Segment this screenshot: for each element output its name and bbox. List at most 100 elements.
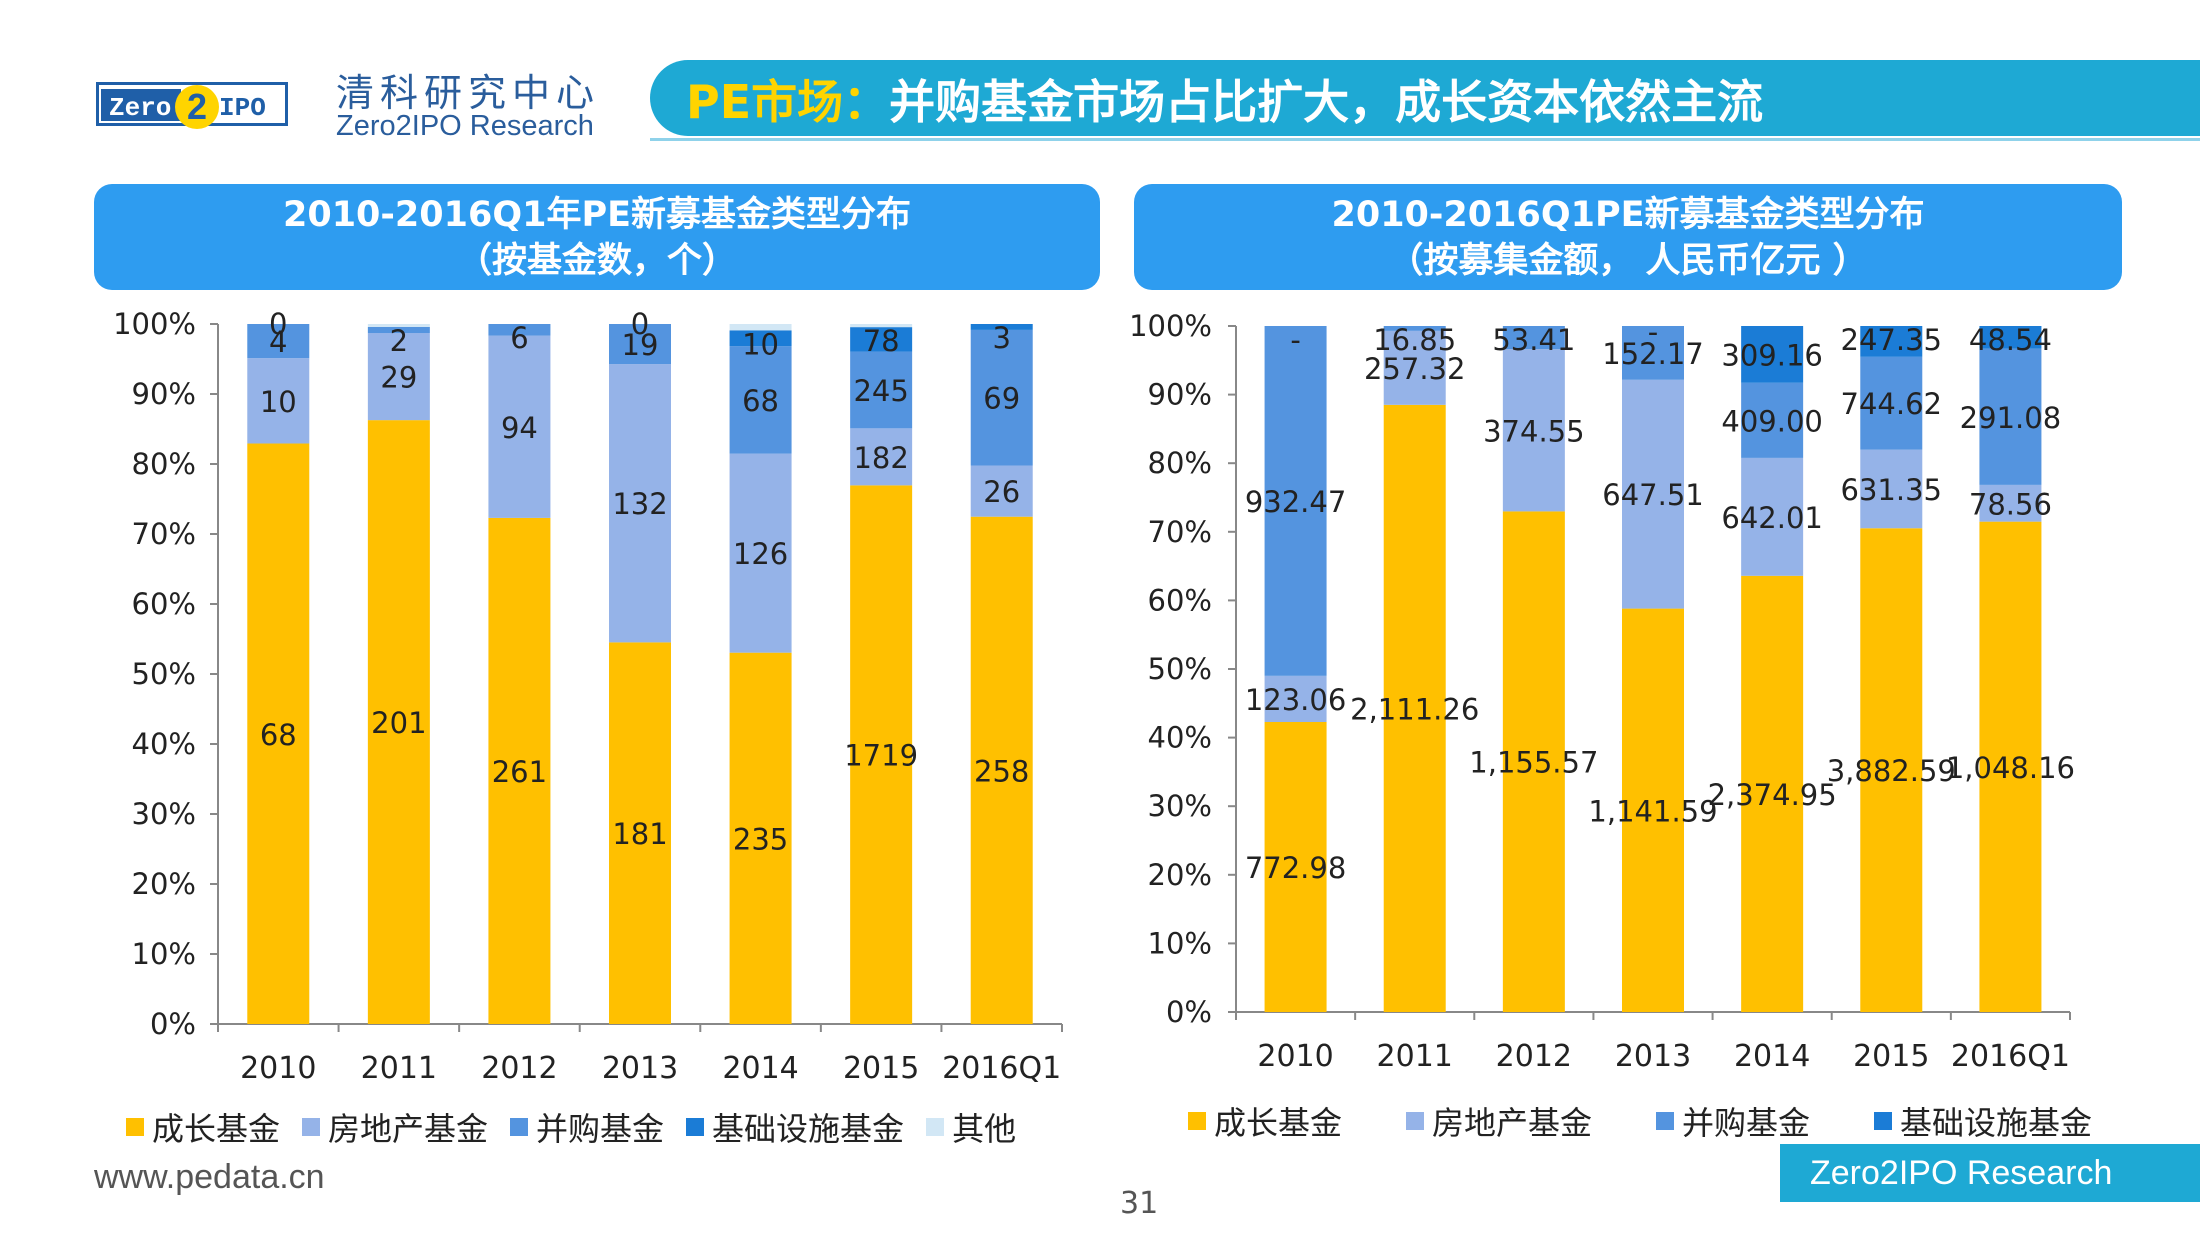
chart2-y-tick-label: 20% bbox=[1148, 858, 1212, 892]
chart2-y-tick-label: 100% bbox=[1129, 309, 1212, 343]
chart2-data-label: 2,374.95 bbox=[1708, 778, 1837, 812]
chart1-bar-2011-s4 bbox=[367, 324, 430, 328]
chart1-bar-2015-s2 bbox=[850, 351, 913, 429]
chart1-bar-2014-s1 bbox=[729, 453, 792, 653]
chart2-data-label: 291.08 bbox=[1960, 401, 2061, 435]
chart1-legend: 成长基金 房地产基金 并购基金 基础设施基金 其他 bbox=[126, 1104, 1038, 1150]
chart2-bar-2014-s0 bbox=[1741, 575, 1804, 1012]
chart2-data-label: 2,111.26 bbox=[1350, 692, 1479, 726]
chart1-data-label: 0 bbox=[269, 307, 287, 341]
chart2-title: 2010-2016Q1PE新募基金类型分布 （按募集金额， 人民币亿元 ） bbox=[1134, 184, 2122, 290]
chart2-y-tick-label: 60% bbox=[1148, 583, 1212, 617]
chart2-legend-label: 房地产基金 bbox=[1432, 1104, 1593, 1142]
chart1-y-tick-label: 80% bbox=[132, 447, 196, 481]
chart1-bar-2012-s2 bbox=[488, 324, 551, 336]
chart1-legend-item: 成长基金 bbox=[126, 1104, 280, 1150]
chart1-legend-swatch bbox=[926, 1118, 945, 1136]
chart1-data-label: 126 bbox=[733, 537, 788, 571]
chart2-y-tick-label: 70% bbox=[1148, 515, 1212, 549]
chart1-y-tick-label: 50% bbox=[132, 657, 196, 691]
chart2-y-tick-label: 30% bbox=[1148, 789, 1212, 823]
chart1-bar-2010-s1 bbox=[247, 358, 310, 444]
page-title: PE市场：并购基金市场占比扩大，成长资本依然主流 bbox=[686, 66, 1763, 132]
chart1-data-label: 235 bbox=[733, 822, 788, 856]
chart1-data-label: 261 bbox=[492, 755, 547, 789]
chart1-legend-swatch bbox=[510, 1118, 529, 1136]
chart2-data-label: 932.47 bbox=[1245, 485, 1346, 519]
chart2-data-label: 247.35 bbox=[1841, 323, 1942, 357]
chart1-y-tick-label: 40% bbox=[132, 727, 196, 761]
chart1-bar-2016Q1-s1 bbox=[970, 465, 1033, 517]
chart2-data-label: 631.35 bbox=[1841, 473, 1942, 507]
chart1-legend-swatch bbox=[126, 1118, 144, 1136]
chart1-legend-item: 基础设施基金 bbox=[686, 1104, 904, 1150]
chart2-data-label: 152.17 bbox=[1602, 337, 1703, 371]
chart2-data-label: 78.56 bbox=[1969, 487, 2052, 521]
chart2-y-tick-label: 80% bbox=[1148, 446, 1212, 480]
chart1-bar-2011-s0 bbox=[367, 420, 430, 1024]
chart2-bar-2010-s0 bbox=[1264, 722, 1327, 1012]
chart2-data-label: 123.06 bbox=[1245, 683, 1346, 717]
chart2-bar-2016Q1-s3 bbox=[1979, 326, 2042, 349]
chart1-data-label: 10 bbox=[260, 385, 297, 419]
svg-text:2: 2 bbox=[187, 86, 207, 127]
chart2-bar-2011-s2 bbox=[1383, 326, 1446, 331]
chart2-bar-2014-s2 bbox=[1741, 382, 1804, 458]
chart1-title-line1: 2010-2016Q1年PE新募基金类型分布 bbox=[282, 195, 912, 235]
chart1-y-tick-label: 90% bbox=[132, 377, 196, 411]
chart1-data-label: 68 bbox=[742, 384, 779, 418]
chart1-x-tick-label: 2013 bbox=[602, 1051, 678, 1086]
chart1-legend-label: 其他 bbox=[952, 1110, 1017, 1148]
chart2-y-tick-label: 0% bbox=[1166, 995, 1212, 1029]
chart1-bar-2015-s0 bbox=[850, 485, 913, 1024]
chart2-legend-swatch bbox=[1406, 1112, 1425, 1130]
chart1-bar-2013-s0 bbox=[609, 642, 671, 1024]
chart2-legend-label: 基础设施基金 bbox=[1900, 1104, 2093, 1142]
chart2-y-tick-label: 10% bbox=[1148, 926, 1212, 960]
chart1-data-label: 29 bbox=[380, 361, 417, 395]
chart2-data-label: 744.62 bbox=[1841, 387, 1942, 421]
chart1-x-tick-label: 2011 bbox=[361, 1051, 437, 1086]
chart1-y-tick-label: 30% bbox=[132, 797, 196, 831]
chart1-data-label: 78 bbox=[863, 324, 900, 358]
chart1-y-tick-label: 10% bbox=[132, 937, 196, 971]
chart1-bar-2016Q1-s3 bbox=[970, 324, 1033, 330]
chart2-data-label: 409.00 bbox=[1721, 404, 1822, 438]
chart1-y-tick-label: 70% bbox=[132, 517, 196, 551]
chart1-title-line2: （按基金数，个） bbox=[456, 241, 737, 281]
chart1-legend-item: 房地产基金 bbox=[302, 1104, 488, 1150]
chart2-legend: 成长基金 房地产基金 并购基金 基础设施基金 bbox=[1188, 1098, 2156, 1144]
chart1-bar-2013-s2 bbox=[609, 324, 671, 365]
chart2-data-label: 772.98 bbox=[1245, 851, 1346, 885]
chart1-data-label: 94 bbox=[501, 411, 538, 445]
chart1-bar-2010-s2 bbox=[247, 324, 310, 359]
chart2-bar-2014-s1 bbox=[1741, 457, 1804, 576]
chart1-bar-2014-s0 bbox=[729, 652, 792, 1024]
chart2-data-label: 647.51 bbox=[1602, 478, 1703, 512]
chart1-bar-2014-s3 bbox=[729, 330, 792, 347]
chart2-data-label: 374.55 bbox=[1483, 414, 1584, 448]
chart1-data-label: 132 bbox=[612, 487, 667, 521]
chart1-data-label: 19 bbox=[622, 328, 659, 362]
chart1-data-label: 258 bbox=[974, 754, 1029, 788]
chart1-data-label: 3 bbox=[992, 321, 1010, 355]
chart1-x-tick-label: 2012 bbox=[481, 1051, 557, 1086]
chart2-bar-2014-s3 bbox=[1741, 326, 1804, 383]
chart2-bar-2012-s0 bbox=[1502, 511, 1565, 1012]
chart2-data-label: - bbox=[1648, 315, 1658, 349]
chart2-bar-2012-s2 bbox=[1502, 326, 1565, 350]
chart2-x-tick-label: 2016Q1 bbox=[1951, 1039, 2070, 1074]
title-bar bbox=[650, 60, 2200, 136]
chart2-data-label: 1,155.57 bbox=[1469, 746, 1598, 780]
chart1-bar-2014-s2 bbox=[729, 346, 792, 454]
chart1-y-tick-label: 20% bbox=[132, 867, 196, 901]
footer-url[interactable]: www.pedata.cn bbox=[94, 1158, 325, 1196]
logo-text-left: Zero bbox=[109, 93, 171, 123]
chart2-bar-2013-s0 bbox=[1622, 608, 1684, 1012]
chart1-data-label: 245 bbox=[853, 374, 908, 408]
chart2-bar-2013-s1 bbox=[1622, 379, 1684, 609]
chart2-x-tick-label: 2012 bbox=[1496, 1039, 1572, 1074]
chart1-legend-item: 并购基金 bbox=[510, 1104, 664, 1150]
chart2-data-label: 309.16 bbox=[1721, 338, 1822, 372]
